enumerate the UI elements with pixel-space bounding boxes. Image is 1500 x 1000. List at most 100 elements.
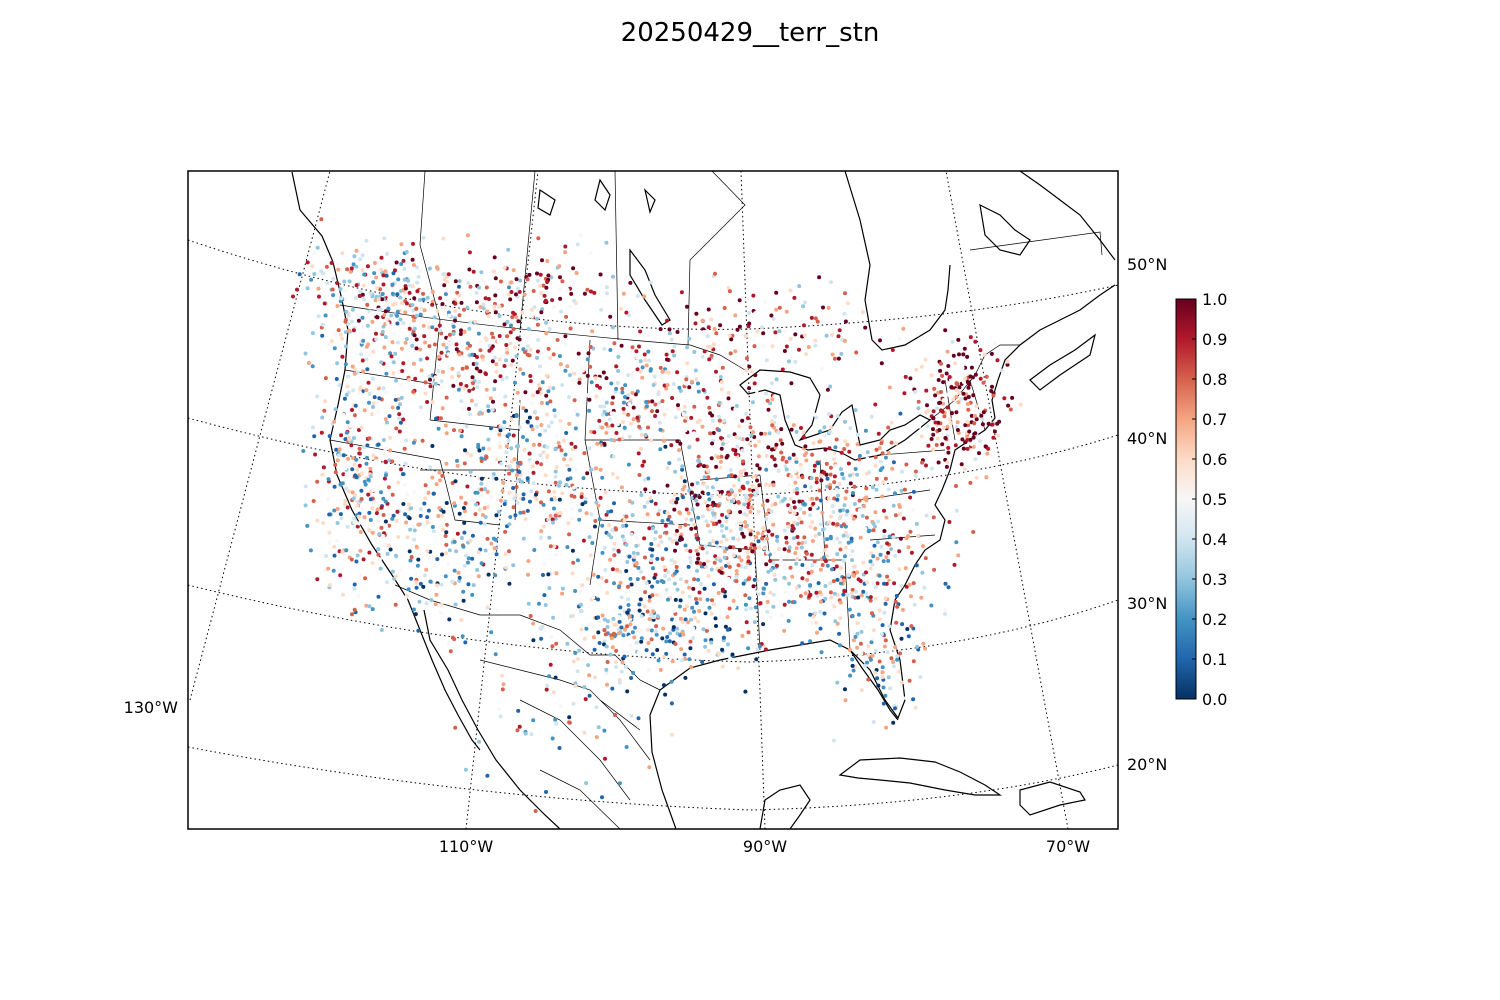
- station-point: [504, 358, 508, 363]
- station-point: [866, 644, 871, 649]
- station-point: [678, 633, 683, 638]
- station-point: [371, 523, 376, 528]
- station-point: [526, 335, 531, 340]
- station-point: [808, 583, 813, 588]
- station-point: [357, 463, 362, 468]
- station-point: [669, 679, 674, 684]
- station-point: [724, 439, 729, 444]
- station-point: [548, 578, 553, 583]
- station-point: [747, 576, 752, 581]
- station-point: [809, 468, 814, 473]
- station-point: [521, 536, 526, 541]
- station-point: [435, 557, 440, 562]
- station-point: [744, 508, 749, 513]
- station-point: [765, 609, 770, 614]
- station-point: [839, 351, 844, 356]
- station-point: [882, 610, 887, 615]
- station-point: [954, 424, 959, 429]
- station-point: [441, 305, 446, 309]
- station-point: [784, 309, 789, 314]
- station-point: [864, 498, 869, 503]
- station-point: [544, 412, 549, 417]
- station-point: [467, 267, 472, 272]
- station-point: [808, 524, 813, 529]
- station-point: [677, 457, 681, 462]
- station-point: [817, 275, 822, 280]
- station-point: [697, 418, 702, 423]
- station-point: [428, 377, 432, 382]
- station-point: [494, 608, 499, 612]
- station-point: [614, 431, 619, 435]
- station-point: [931, 416, 936, 421]
- station-point: [615, 381, 620, 385]
- station-point: [855, 432, 860, 437]
- station-point: [724, 526, 729, 531]
- station-point: [440, 552, 444, 557]
- station-point: [468, 284, 473, 289]
- station-point: [690, 482, 695, 487]
- station-point: [682, 434, 687, 439]
- station-point: [531, 621, 536, 626]
- station-point: [489, 630, 494, 635]
- station-point: [460, 406, 465, 411]
- station-point: [711, 593, 716, 598]
- station-point: [769, 518, 773, 522]
- station-point: [390, 492, 395, 497]
- station-point: [858, 535, 863, 540]
- station-point: [418, 513, 423, 518]
- station-point: [895, 604, 900, 609]
- station-point: [821, 432, 825, 437]
- station-point: [858, 641, 863, 646]
- station-point: [765, 536, 769, 541]
- station-point: [614, 386, 619, 391]
- station-point: [376, 552, 381, 557]
- station-point: [615, 475, 620, 480]
- station-point: [828, 429, 832, 434]
- station-point: [864, 591, 869, 596]
- station-point: [813, 611, 818, 616]
- station-point: [600, 550, 605, 555]
- station-point: [553, 447, 558, 452]
- station-point: [588, 250, 593, 255]
- station-point: [416, 522, 421, 527]
- station-point: [320, 333, 325, 338]
- station-point: [587, 693, 592, 698]
- station-point: [551, 570, 555, 574]
- station-point: [747, 596, 752, 601]
- station-point: [457, 575, 462, 580]
- station-point: [467, 326, 472, 331]
- station-point: [786, 524, 791, 529]
- station-point: [803, 540, 808, 545]
- station-point: [517, 289, 522, 294]
- station-point: [902, 391, 907, 396]
- station-point: [615, 567, 620, 572]
- station-point: [922, 585, 927, 590]
- station-point: [368, 291, 373, 296]
- station-point: [825, 537, 830, 542]
- station-point: [758, 331, 763, 336]
- station-point: [390, 405, 395, 410]
- station-point: [421, 297, 426, 302]
- station-point: [635, 367, 640, 372]
- station-point: [565, 545, 570, 550]
- station-point: [880, 494, 885, 499]
- station-point: [395, 313, 399, 318]
- station-point: [368, 518, 373, 522]
- station-point: [473, 319, 478, 324]
- station-point: [978, 376, 983, 381]
- station-point: [791, 526, 796, 531]
- station-point: [991, 393, 996, 398]
- station-point: [761, 503, 765, 508]
- station-point: [555, 434, 560, 439]
- station-point: [313, 452, 318, 457]
- station-point: [746, 527, 751, 532]
- station-point: [943, 608, 948, 613]
- station-point: [365, 264, 370, 269]
- station-point: [884, 621, 889, 626]
- station-point: [577, 380, 582, 385]
- station-point: [591, 635, 596, 640]
- station-point: [366, 380, 371, 385]
- station-point: [483, 296, 488, 301]
- station-point: [678, 535, 683, 540]
- station-point: [516, 401, 521, 406]
